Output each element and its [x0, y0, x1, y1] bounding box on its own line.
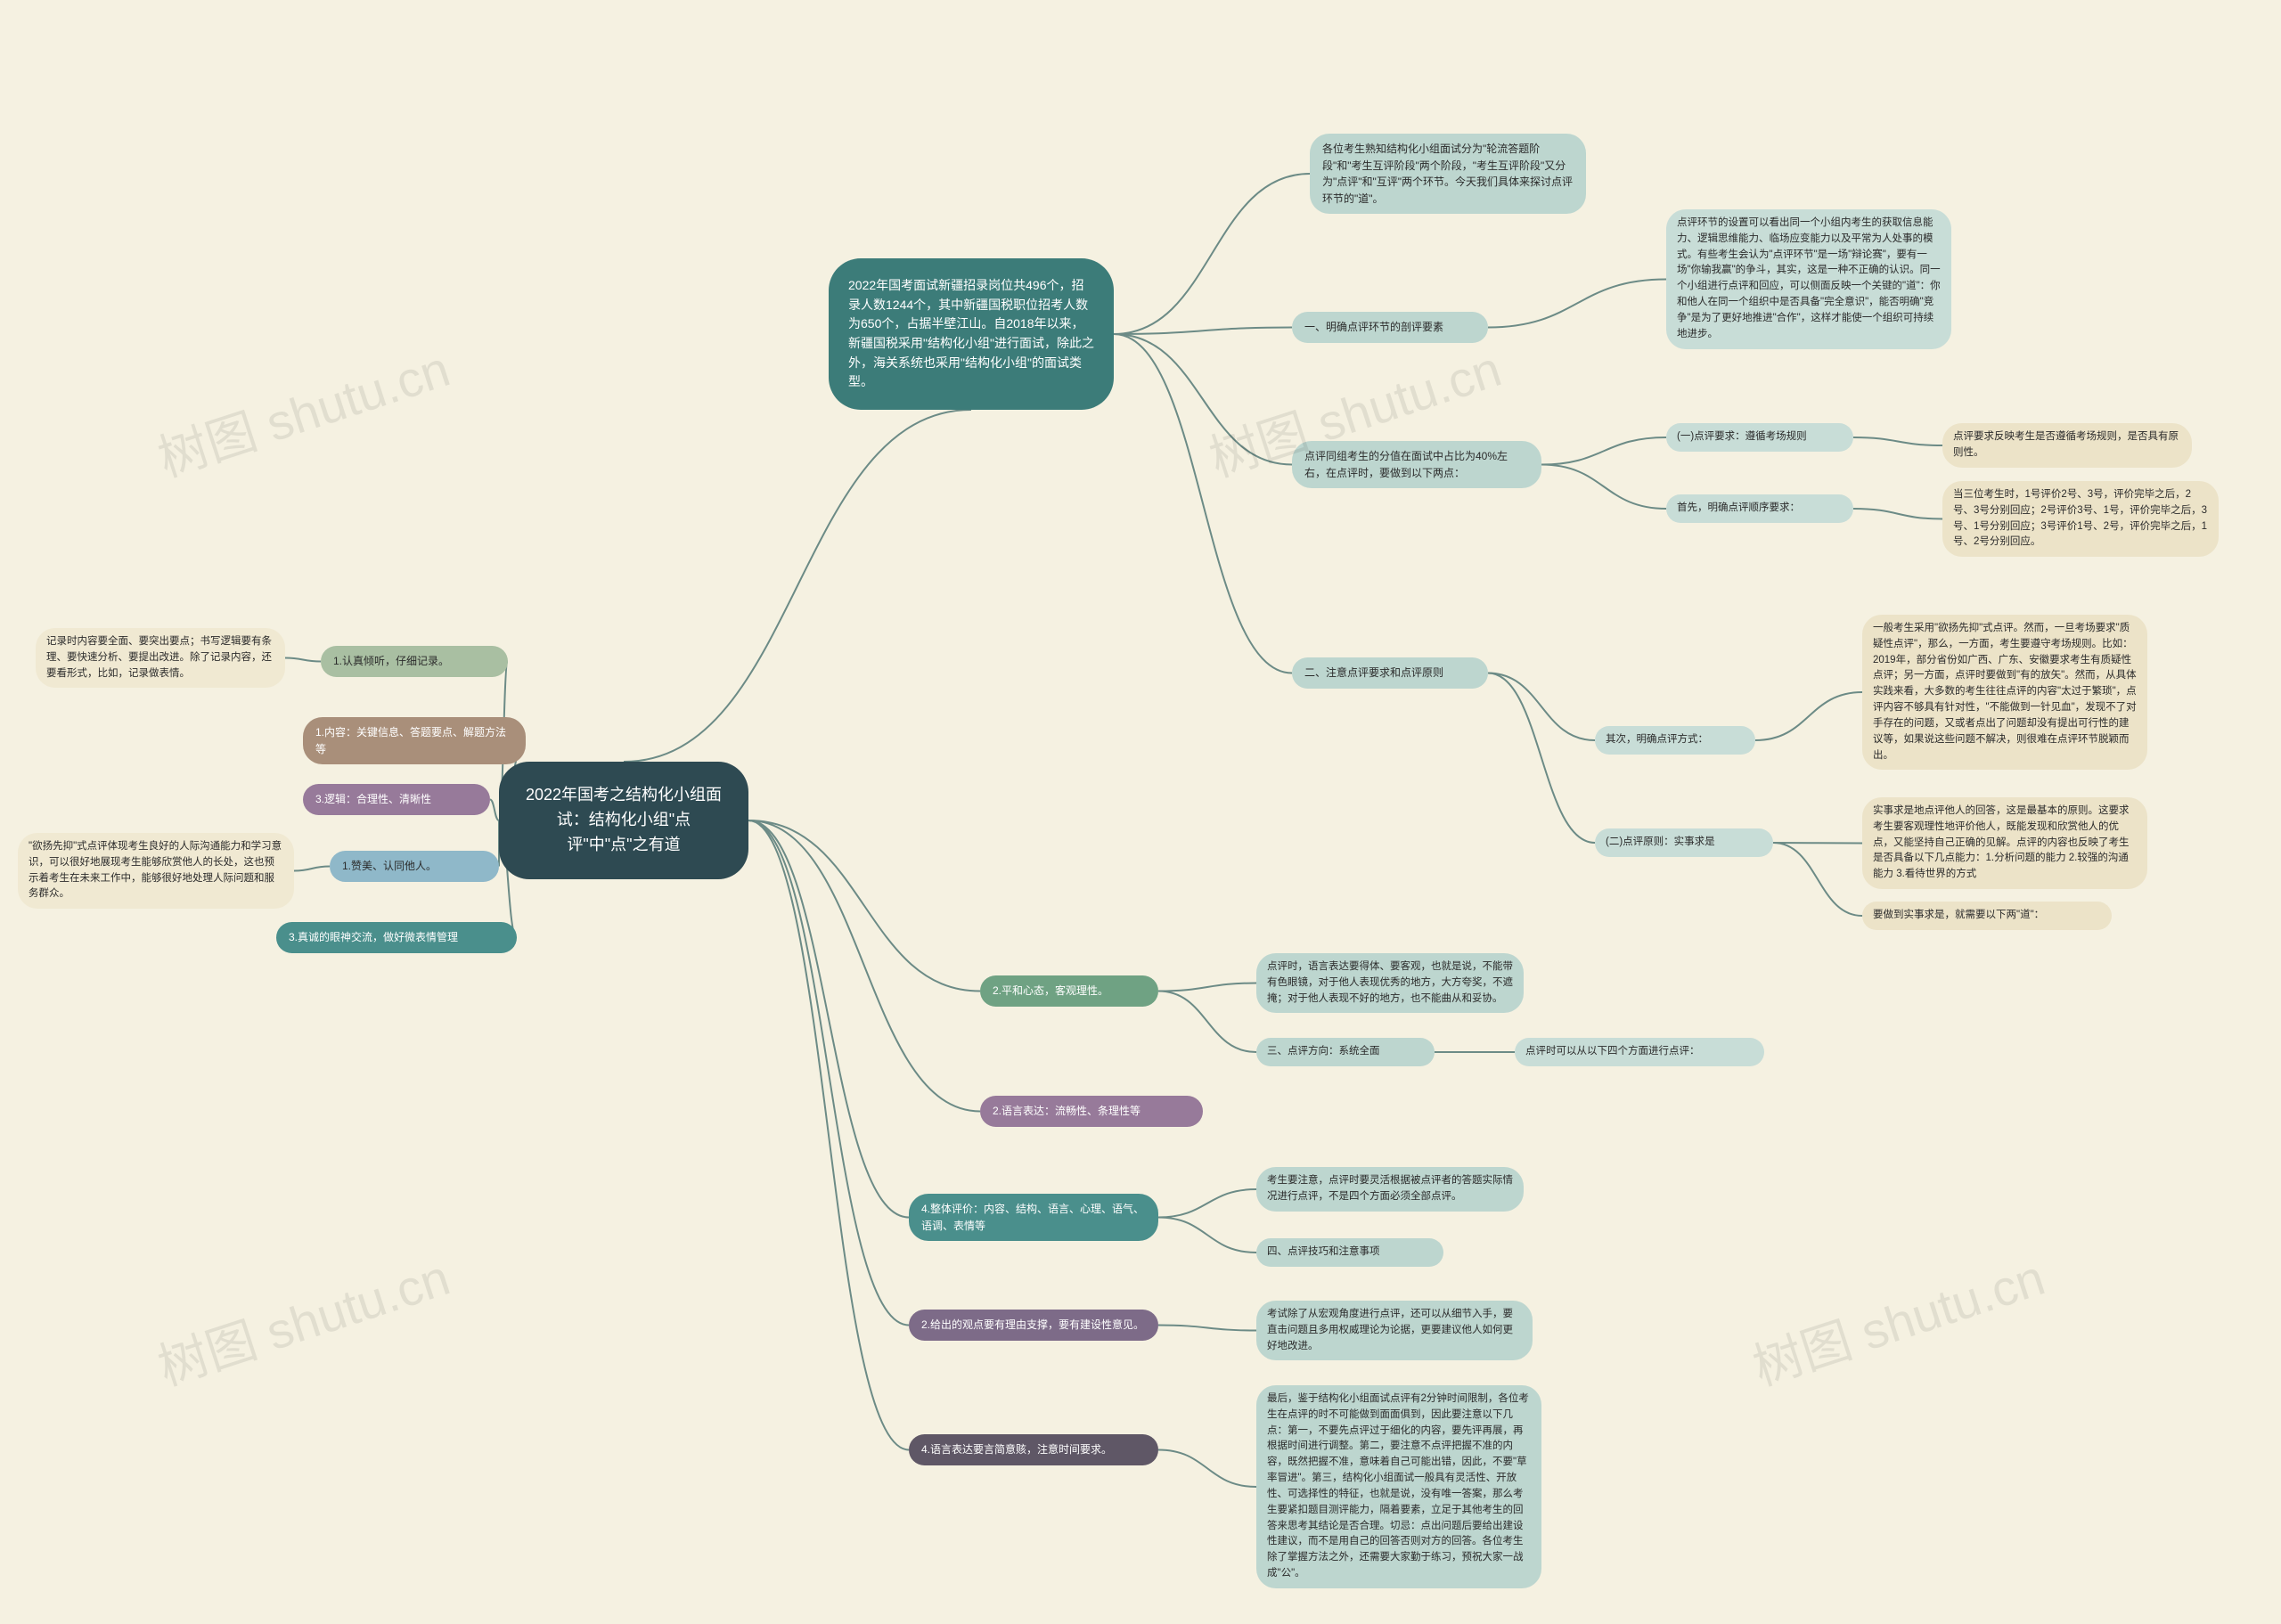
branch-node: 四、点评技巧和注意事项	[1256, 1238, 1443, 1267]
branch-node: 1.认真倾听，仔细记录。	[321, 646, 508, 677]
branch-node: (一)点评要求：遵循考场规则	[1666, 423, 1853, 452]
branch-node: 2.给出的观点要有理由支撑，要有建设性意见。	[909, 1310, 1158, 1341]
branch-node: 1.内容：关键信息、答题要点、解题方法等	[303, 717, 526, 764]
leaf-node: 当三位考生时，1号评价2号、3号，评价完毕之后，2号、3号分别回应；2号评价3号…	[1942, 481, 2219, 557]
leaf-node: "欲扬先抑"式点评体现考生良好的人际沟通能力和学习意识，可以很好地展现考生能够欣…	[18, 833, 294, 909]
root-node: 2022年国考之结构化小组面试：结构化小组"点评"中"点"之有道	[499, 762, 748, 879]
branch-node: 点评同组考生的分值在面试中占比为40%左右，在点评时，要做到以下两点：	[1292, 441, 1541, 488]
branch-node: 考试除了从宏观角度进行点评，还可以从细节入手，要直击问题且多用权威理论为论据，更…	[1256, 1301, 1533, 1360]
intro-node: 2022年国考面试新疆招录岗位共496个，招录人数1244个，其中新疆国税职位招…	[829, 258, 1114, 410]
branch-node: 首先，明确点评顺序要求：	[1666, 494, 1853, 523]
branch-node: 其次，明确点评方式：	[1595, 726, 1755, 755]
branch-node: 三、点评方向：系统全面	[1256, 1038, 1435, 1066]
leaf-node: 点评要求反映考生是否遵循考场规则，是否具有原则性。	[1942, 423, 2192, 468]
branch-node: 2.语言表达：流畅性、条理性等	[980, 1096, 1203, 1127]
watermark: 树图 shutu.cn	[1743, 1238, 2053, 1400]
branch-node: 各位考生熟知结构化小组面试分为"轮流答题阶段"和"考生互评阶段"两个阶段，"考生…	[1310, 134, 1586, 214]
leaf-node: 点评时可以从以下四个方面进行点评：	[1515, 1038, 1764, 1066]
branch-node: 最后，鉴于结构化小组面试点评有2分钟时间限制，各位考生在点评的时不可能做到面面俱…	[1256, 1385, 1541, 1588]
branch-node: 一、明确点评环节的剖评要素	[1292, 312, 1488, 343]
branch-node: 2.平和心态，客观理性。	[980, 975, 1158, 1007]
branch-node: 考生要注意，点评时要灵活根据被点评者的答题实际情况进行点评，不是四个方面必须全部…	[1256, 1167, 1524, 1212]
leaf-node: 实事求是地点评他人的回答，这是最基本的原则。这要求考生要客观理性地评价他人，既能…	[1862, 797, 2147, 889]
leaf-node: 要做到实事求是，就需要以下两"道"：	[1862, 902, 2112, 930]
branch-node: 二、注意点评要求和点评原则	[1292, 657, 1488, 689]
leaf-node: 记录时内容要全面、要突出要点；书写逻辑要有条理、要快速分析、要提出改进。除了记录…	[36, 628, 285, 688]
watermark: 树图 shutu.cn	[148, 330, 458, 492]
branch-node: 1.赞美、认同他人。	[330, 851, 499, 882]
watermark: 树图 shutu.cn	[148, 1238, 458, 1400]
branch-node: 点评时，语言表达要得体、要客观，也就是说，不能带有色眼镜，对于他人表现优秀的地方…	[1256, 953, 1524, 1013]
branch-node: 4.语言表达要言简意赅，注意时间要求。	[909, 1434, 1158, 1465]
branch-node: 3.逻辑：合理性、清晰性	[303, 784, 490, 815]
branch-node: (二)点评原则：实事求是	[1595, 828, 1773, 857]
leaf-node: 一般考生采用"欲扬先抑"式点评。然而，一旦考场要求"质疑性点评"，那么，一方面，…	[1862, 615, 2147, 770]
branch-node: 3.真诚的眼神交流，做好微表情管理	[276, 922, 517, 953]
branch-node: 4.整体评价：内容、结构、语言、心理、语气、语调、表情等	[909, 1194, 1158, 1241]
branch-node: 点评环节的设置可以看出同一个小组内考生的获取信息能力、逻辑思维能力、临场应变能力…	[1666, 209, 1951, 349]
